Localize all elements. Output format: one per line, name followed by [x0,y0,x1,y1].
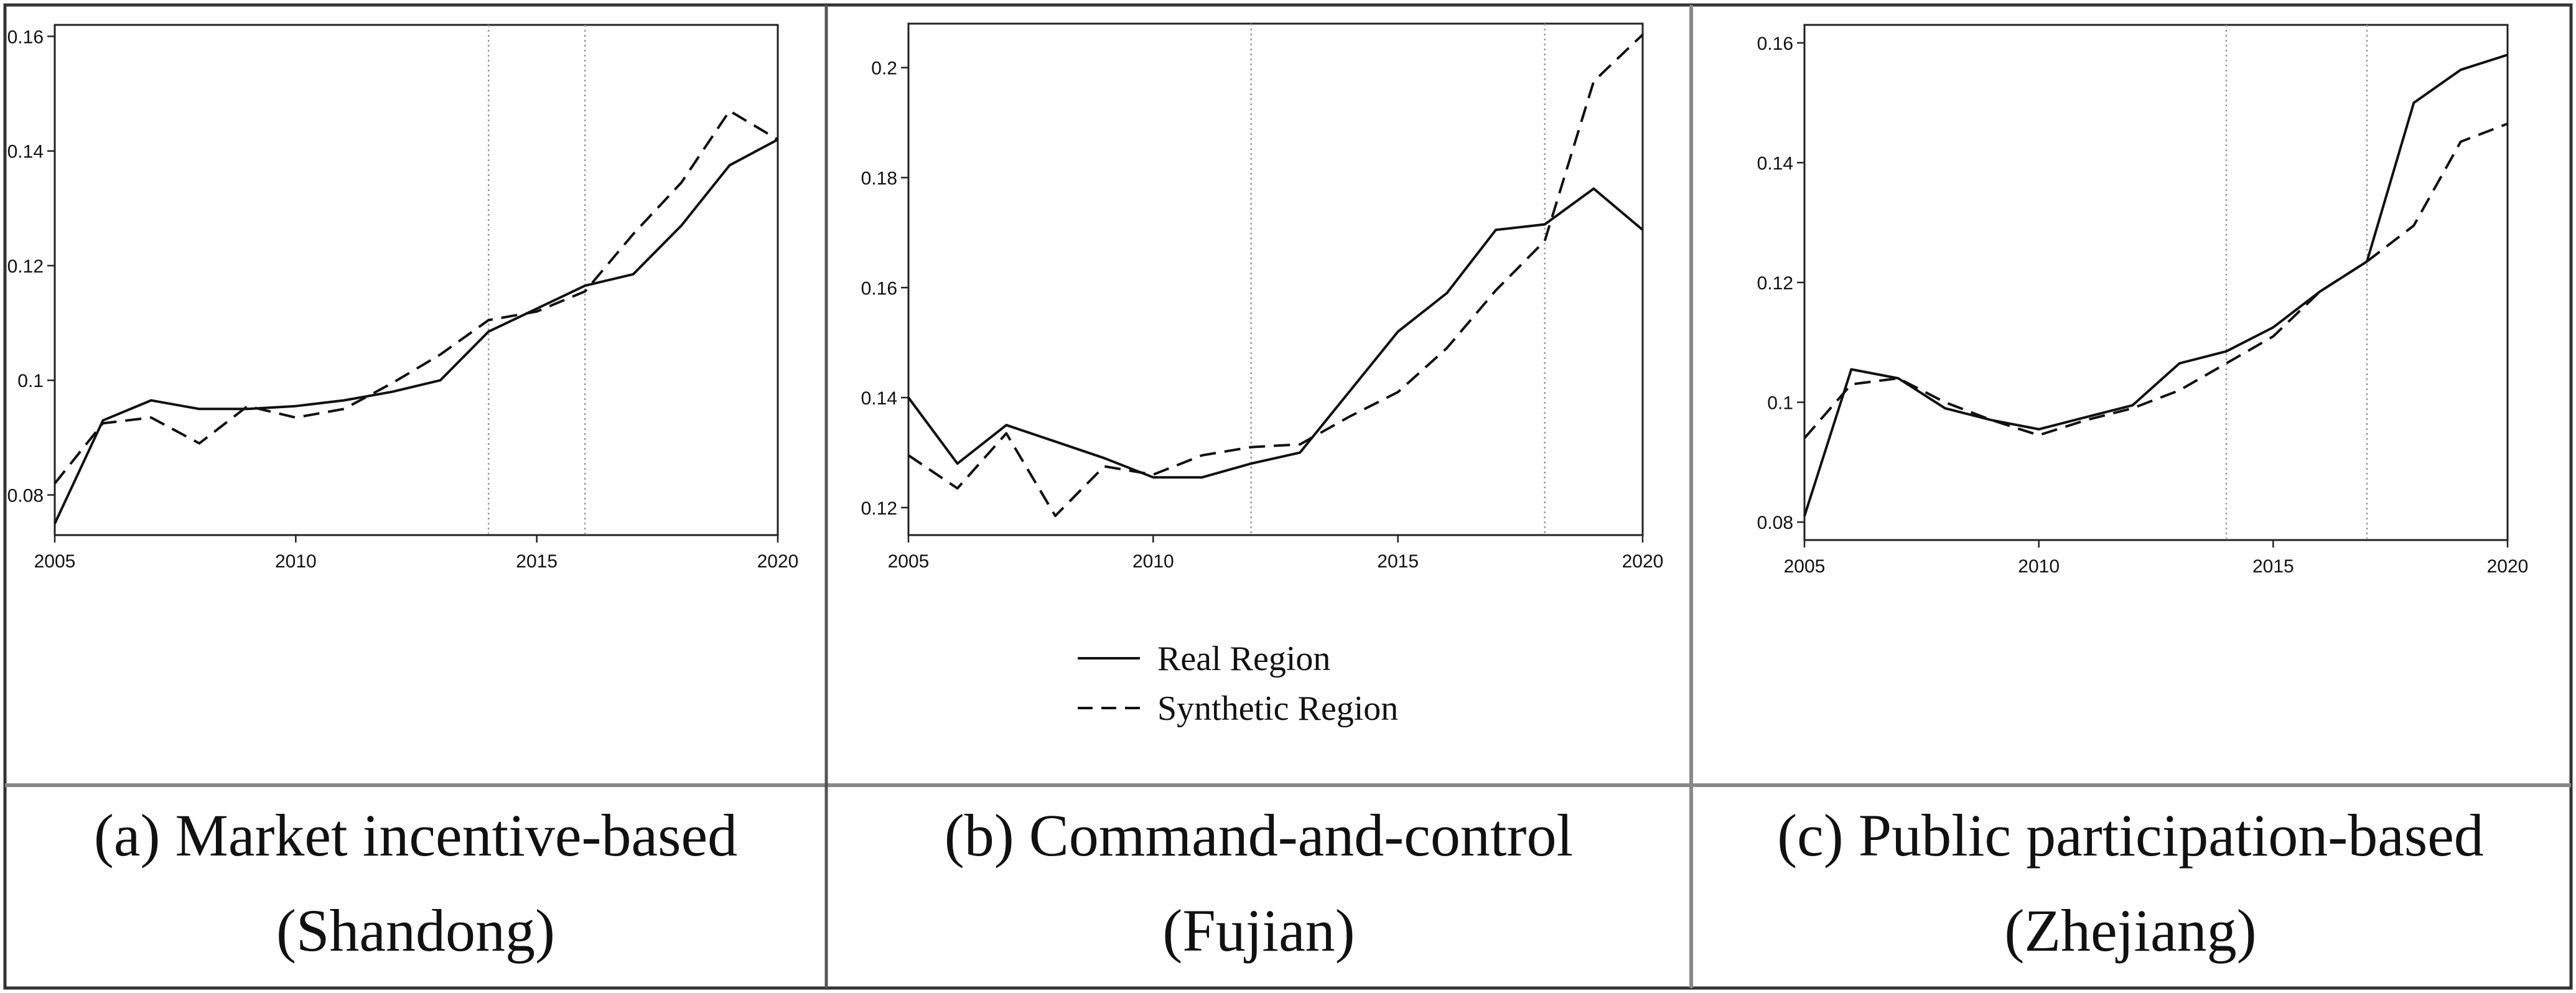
plot-frame-c [1803,24,2509,541]
y-tick-label-c-0: 0.08 [1757,513,1793,533]
x-tick-label-a-2020: 2020 [757,551,799,572]
y-tick-label-a-3: 0.14 [7,142,44,162]
synthetic-region-line-b [907,34,1644,518]
y-tick-label-c-1: 0.1 [1767,393,1793,414]
real-region-line-a [54,138,778,524]
x-tick-label-b-2010: 2010 [1132,551,1174,572]
y-tick-label-b-2: 0.16 [861,278,897,299]
panel-a-chart: 2005 2010 2015 2020 0.08 0.1 0.12 0.14 0.16 [7,24,799,572]
legend-real-label: Real Region [1157,640,1330,678]
y-tick-label-b-3: 0.18 [861,168,897,189]
x-tick-label-c-2015: 2015 [2252,556,2294,577]
caption-a-line2: (Shandong) [276,897,555,964]
caption-b: (b) Command-and-control (Fujian) [945,802,1573,964]
panel-c-chart: 2005 2010 2015 2020 0.08 0.1 0.12 0.14 0.16 [1757,24,2529,577]
real-region-line-b [907,187,1644,479]
x-tick-label-c-2010: 2010 [2018,556,2060,577]
plot-frame-a [54,24,779,536]
caption-b-line2: (Fujian) [1162,897,1355,964]
caption-a: (a) Market incentive-based (Shandong) [94,802,737,964]
y-tick-label-b-0: 0.12 [861,498,897,519]
figure-border [3,3,2573,990]
caption-c-line2: (Zhejiang) [2004,897,2256,964]
x-tick-label-b-2015: 2015 [1377,551,1419,572]
y-tick-label-a-1: 0.1 [17,371,44,391]
legend-synthetic-label: Synthetic Region [1157,689,1398,728]
y-tick-label-a-2: 0.12 [7,256,44,277]
x-tick-label-b-2005: 2005 [888,551,930,572]
synthetic-region-line-a [54,110,779,485]
x-tick-label-a-2005: 2005 [34,551,76,572]
y-tick-label-c-2: 0.12 [1757,273,1793,294]
synthetic-region-line-c [1803,123,2508,439]
caption-c: (c) Public participation-based (Zhejiang… [1777,802,2484,964]
x-tick-label-c-2005: 2005 [1784,556,1826,577]
y-tick-label-a-0: 0.08 [7,486,44,506]
y-tick-label-a-4: 0.16 [7,27,44,47]
caption-a-line1: (a) Market incentive-based [94,802,737,869]
panel-b-chart: 2005 2010 2015 2020 0.12 0.14 0.16 0.18 0.2 [861,22,1664,572]
real-region-line-c [1803,54,2508,517]
x-tick-label-a-2010: 2010 [275,551,317,572]
caption-b-line1: (b) Command-and-control [945,802,1573,869]
y-tick-label-b-4: 0.2 [871,58,897,79]
caption-c-line1: (c) Public participation-based [1777,802,2484,869]
x-tick-label-c-2020: 2020 [2487,556,2529,577]
y-tick-label-c-3: 0.14 [1757,153,1793,174]
legend: Real Region Synthetic Region [1078,640,1398,728]
plot-frame-b [907,22,1644,536]
x-tick-label-a-2015: 2015 [516,551,558,572]
x-tick-label-b-2020: 2020 [1622,551,1664,572]
y-tick-label-b-1: 0.14 [861,388,897,409]
y-tick-label-c-4: 0.16 [1757,34,1793,54]
